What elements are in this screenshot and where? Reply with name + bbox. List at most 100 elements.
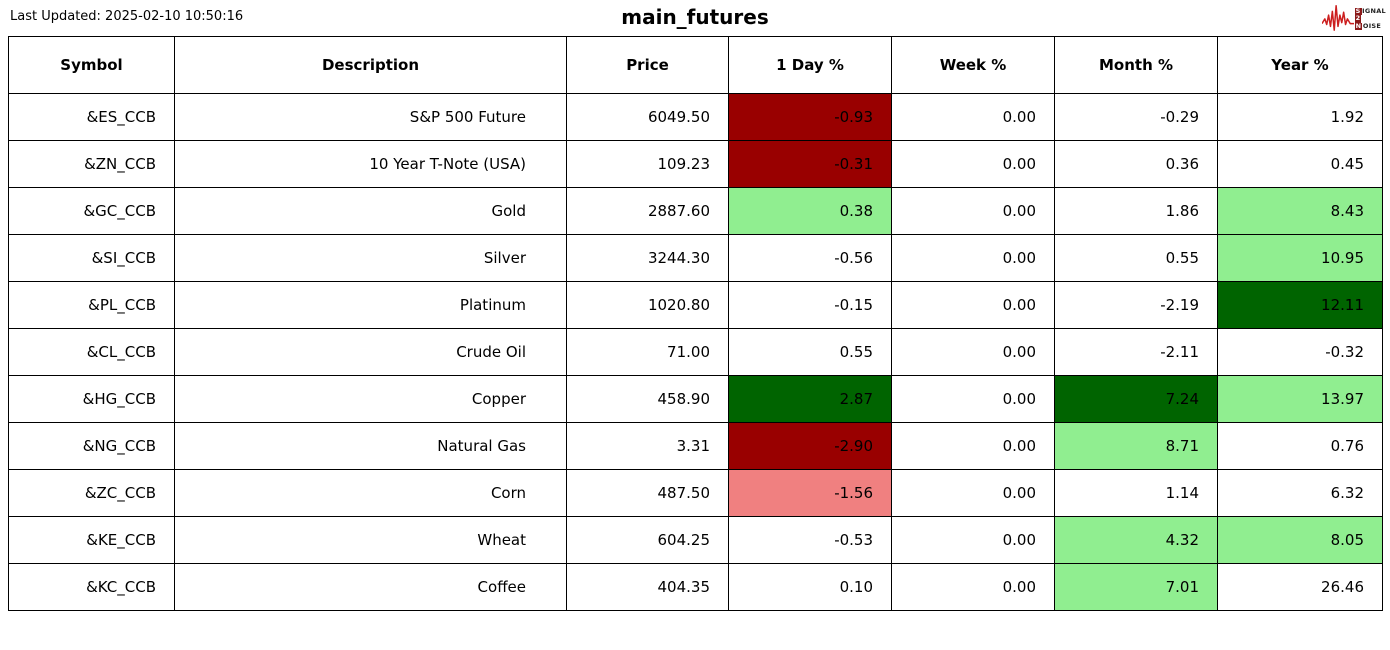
cell-price: 487.50 — [566, 469, 729, 517]
futures-table: Symbol Description Price 1 Day % Week % Month… — [8, 36, 1383, 611]
cell-week: 0.00 — [891, 516, 1055, 564]
cell-description: Copper — [174, 375, 567, 423]
cell-price: 109.23 — [566, 140, 729, 188]
last-updated-label: Last Updated: 2025-02-10 10:50:16 — [10, 9, 244, 24]
cell-price: 6049.50 — [566, 93, 729, 141]
cell-week: 0.00 — [891, 187, 1055, 235]
cell-year: -0.32 — [1217, 328, 1383, 376]
signal2noise-logo: S IGNAL 2 N OISE — [1320, 2, 1386, 36]
cell-price: 604.25 — [566, 516, 729, 564]
cell-day: 0.10 — [728, 563, 892, 611]
cell-week: 0.00 — [891, 422, 1055, 470]
column-header-week: Week % — [891, 36, 1055, 94]
cell-symbol: &CL_CCB — [8, 328, 175, 376]
cell-price: 2887.60 — [566, 187, 729, 235]
table-row: &GC_CCB Gold 2887.60 0.38 0.00 1.86 8.43 — [8, 187, 1383, 235]
cell-week: 0.00 — [891, 328, 1055, 376]
cell-month: -2.19 — [1054, 281, 1218, 329]
cell-price: 1020.80 — [566, 281, 729, 329]
column-header-description: Description — [174, 36, 567, 94]
column-header-day: 1 Day % — [728, 36, 892, 94]
cell-description: Silver — [174, 234, 567, 282]
table-row: &NG_CCB Natural Gas 3.31 -2.90 0.00 8.71 0.76 — [8, 422, 1383, 470]
cell-symbol: &ZN_CCB — [8, 140, 175, 188]
cell-month: 0.36 — [1054, 140, 1218, 188]
cell-week: 0.00 — [891, 234, 1055, 282]
cell-year: 0.76 — [1217, 422, 1383, 470]
cell-symbol: &PL_CCB — [8, 281, 175, 329]
cell-week: 0.00 — [891, 563, 1055, 611]
table-row: &CL_CCB Crude Oil 71.00 0.55 0.00 -2.11 -0.32 — [8, 328, 1383, 376]
cell-day: -2.90 — [728, 422, 892, 470]
logo-line-signal: S IGNAL — [1354, 6, 1386, 16]
cell-month: 1.14 — [1054, 469, 1218, 517]
cell-day: -0.56 — [728, 234, 892, 282]
table-row: &PL_CCB Platinum 1020.80 -0.15 0.00 -2.19 12.1… — [8, 281, 1383, 329]
cell-month: 8.71 — [1054, 422, 1218, 470]
table-row: &ES_CCB S&P 500 Future 6049.50 -0.93 0.00 -0.… — [8, 93, 1383, 141]
cell-day: -0.15 — [728, 281, 892, 329]
top-bar: Last Updated: 2025-02-10 10:50:16 main_f… — [0, 0, 1390, 36]
cell-week: 0.00 — [891, 375, 1055, 423]
cell-week: 0.00 — [891, 93, 1055, 141]
table-row: &KE_CCB Wheat 604.25 -0.53 0.00 4.32 8.05 — [8, 516, 1383, 564]
cell-symbol: &GC_CCB — [8, 187, 175, 235]
logo-line-noise: N OISE — [1354, 21, 1382, 31]
cell-description: 10 Year T-Note (USA) — [174, 140, 567, 188]
cell-symbol: &KE_CCB — [8, 516, 175, 564]
table-row: &KC_CCB Coffee 404.35 0.10 0.00 7.01 26.46 — [8, 563, 1383, 611]
cell-symbol: &SI_CCB — [8, 234, 175, 282]
cell-price: 71.00 — [566, 328, 729, 376]
cell-month: 1.86 — [1054, 187, 1218, 235]
cell-day: 2.87 — [728, 375, 892, 423]
cell-symbol: &HG_CCB — [8, 375, 175, 423]
page-title: main_futures — [621, 5, 769, 29]
cell-year: 12.11 — [1217, 281, 1383, 329]
cell-year: 13.97 — [1217, 375, 1383, 423]
cell-description: S&P 500 Future — [174, 93, 567, 141]
cell-day: -0.93 — [728, 93, 892, 141]
cell-year: 0.45 — [1217, 140, 1383, 188]
table-row: &HG_CCB Copper 458.90 2.87 0.00 7.24 13.97 — [8, 375, 1383, 423]
cell-month: 0.55 — [1054, 234, 1218, 282]
cell-day: -1.56 — [728, 469, 892, 517]
cell-month: -0.29 — [1054, 93, 1218, 141]
column-header-month: Month % — [1054, 36, 1218, 94]
cell-day: -0.53 — [728, 516, 892, 564]
cell-description: Gold — [174, 187, 567, 235]
cell-price: 3.31 — [566, 422, 729, 470]
cell-week: 0.00 — [891, 469, 1055, 517]
cell-year: 26.46 — [1217, 563, 1383, 611]
cell-day: 0.38 — [728, 187, 892, 235]
header-row: Symbol Description Price 1 Day % Week % Month… — [8, 36, 1383, 94]
table-row: &SI_CCB Silver 3244.30 -0.56 0.00 0.55 10.95 — [8, 234, 1383, 282]
table-row: &ZN_CCB 10 Year T-Note (USA) 109.23 -0.31 0.… — [8, 140, 1383, 188]
cell-day: 0.55 — [728, 328, 892, 376]
cell-price: 458.90 — [566, 375, 729, 423]
cell-day: -0.31 — [728, 140, 892, 188]
column-header-symbol: Symbol — [8, 36, 175, 94]
column-header-price: Price — [566, 36, 729, 94]
column-header-year: Year % — [1217, 36, 1383, 94]
cell-description: Platinum — [174, 281, 567, 329]
table-row: &ZC_CCB Corn 487.50 -1.56 0.00 1.14 6.32 — [8, 469, 1383, 517]
cell-month: 7.24 — [1054, 375, 1218, 423]
cell-year: 8.05 — [1217, 516, 1383, 564]
logo-line-2: 2 — [1354, 14, 1362, 23]
cell-month: -2.11 — [1054, 328, 1218, 376]
cell-year: 6.32 — [1217, 469, 1383, 517]
cell-symbol: &KC_CCB — [8, 563, 175, 611]
cell-description: Corn — [174, 469, 567, 517]
cell-year: 10.95 — [1217, 234, 1383, 282]
cell-year: 1.92 — [1217, 93, 1383, 141]
cell-symbol: &ZC_CCB — [8, 469, 175, 517]
waveform-icon — [1320, 2, 1354, 36]
cell-description: Natural Gas — [174, 422, 567, 470]
cell-month: 4.32 — [1054, 516, 1218, 564]
cell-week: 0.00 — [891, 140, 1055, 188]
cell-description: Crude Oil — [174, 328, 567, 376]
cell-symbol: &ES_CCB — [8, 93, 175, 141]
cell-year: 8.43 — [1217, 187, 1383, 235]
cell-description: Wheat — [174, 516, 567, 564]
cell-symbol: &NG_CCB — [8, 422, 175, 470]
